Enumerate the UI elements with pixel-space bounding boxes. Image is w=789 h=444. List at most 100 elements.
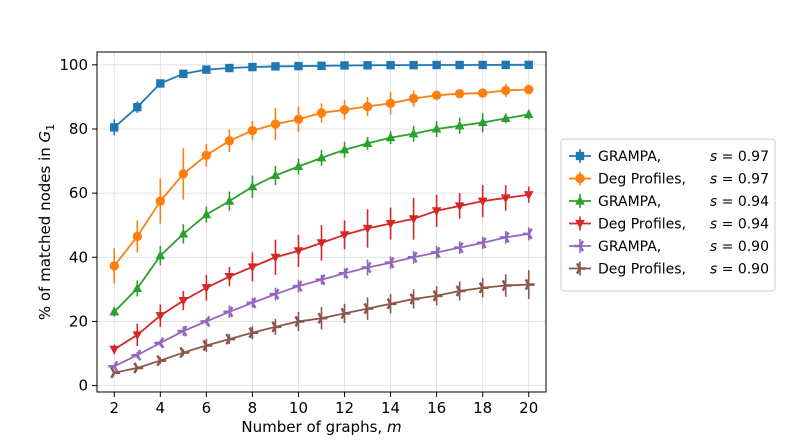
- data-point: [224, 195, 235, 205]
- legend-entry-1: Deg Profiles, s = 0.97: [569, 171, 769, 188]
- data-point: [109, 306, 120, 316]
- x-tick-label: 2: [109, 399, 119, 417]
- data-point: [246, 297, 257, 309]
- legend-entry-5: Deg Profiles, s = 0.90: [569, 261, 769, 278]
- data-point: [386, 60, 395, 70]
- data-point: [431, 123, 442, 133]
- data-point: [454, 88, 465, 99]
- data-point: [271, 62, 280, 71]
- data-point: [293, 161, 304, 171]
- data-point: [133, 102, 142, 112]
- data-point: [200, 315, 211, 328]
- data-point: [292, 280, 303, 292]
- data-point: [339, 144, 350, 154]
- data-point: [317, 61, 326, 70]
- data-point: [501, 279, 512, 292]
- data-point: [247, 181, 258, 191]
- series-4: [108, 227, 533, 373]
- data-point: [133, 362, 144, 374]
- data-point: [201, 150, 212, 160]
- legend-entry-2: GRAMPA, s = 0.94: [569, 194, 769, 210]
- data-point: [179, 69, 188, 79]
- data-point: [476, 237, 487, 249]
- data-point: [178, 228, 189, 238]
- data-point: [225, 333, 236, 345]
- y-tick-label: 80: [69, 120, 88, 138]
- data-point: [501, 60, 510, 70]
- data-point: [317, 312, 328, 324]
- legend-s-value: s = 0.90: [710, 262, 769, 278]
- x-tick-label: 16: [427, 399, 446, 417]
- data-point: [155, 250, 166, 260]
- x-tick-label: 20: [519, 399, 538, 417]
- data-point: [524, 84, 534, 95]
- data-point: [156, 354, 167, 367]
- data-point: [155, 312, 166, 321]
- data-point: [431, 207, 442, 217]
- legend-label: Deg Profiles,: [598, 262, 686, 278]
- data-point: [384, 256, 395, 269]
- legend-marker: [575, 151, 585, 161]
- data-point: [339, 231, 350, 241]
- legend-marker: [575, 195, 585, 205]
- legend-s-value: s = 0.90: [710, 239, 769, 255]
- data-point: [225, 63, 234, 73]
- data-point: [432, 290, 443, 302]
- data-point: [294, 315, 305, 328]
- y-axis-label: % of matched nodes in G1: [36, 124, 57, 320]
- ticks: 2 4 6 8 10 12 14 16 18 20 0 20 40 60 80 100: [59, 56, 538, 417]
- legend-label: Deg Profiles,: [598, 217, 686, 233]
- data-point: [247, 263, 258, 273]
- data-point: [500, 113, 511, 122]
- data-point: [385, 220, 396, 229]
- data-point: [110, 123, 119, 132]
- data-point: [202, 339, 213, 352]
- data-point: [177, 325, 188, 337]
- legend-s-value: s = 0.97: [710, 172, 769, 188]
- data-point: [270, 119, 281, 129]
- legend-label: GRAMPA,: [598, 149, 661, 165]
- data-point: [132, 331, 143, 341]
- data-point: [455, 60, 464, 70]
- legend-entry-4: GRAMPA, s = 0.90: [569, 239, 769, 255]
- data-point: [453, 241, 464, 254]
- data-point: [361, 261, 372, 274]
- data-point: [108, 360, 119, 373]
- legend-s-value: s = 0.94: [710, 194, 769, 210]
- data-point: [202, 65, 211, 74]
- data-point: [294, 61, 303, 71]
- legend-marker: [575, 173, 585, 184]
- y-tick-label: 20: [69, 312, 88, 330]
- data-point: [248, 326, 259, 339]
- data-point: [362, 138, 373, 147]
- legend-marker: [575, 219, 585, 229]
- plot-frame: [96, 51, 547, 393]
- y-tick-label: 0: [78, 377, 88, 395]
- data-point: [477, 117, 488, 127]
- series-0: [110, 60, 533, 136]
- x-tick-label: 4: [156, 399, 166, 417]
- data-point: [132, 283, 143, 292]
- data-point: [201, 209, 212, 219]
- data-point: [224, 272, 235, 282]
- x-tick-label: 8: [248, 399, 258, 417]
- data-point: [109, 345, 120, 355]
- data-point: [248, 62, 257, 72]
- x-tick-label: 14: [381, 399, 400, 417]
- legend-entry-0: GRAMPA, s = 0.97: [569, 149, 769, 165]
- data-point: [270, 253, 281, 263]
- data-point: [501, 85, 511, 96]
- legend-marker: [575, 262, 586, 275]
- data-point: [524, 60, 533, 70]
- y-tick-label: 100: [59, 56, 88, 74]
- data-point: [386, 298, 397, 310]
- data-point: [179, 346, 190, 359]
- data-point: [363, 302, 374, 315]
- data-point: [477, 197, 488, 207]
- data-point: [269, 288, 280, 300]
- x-tick-label: 6: [202, 399, 212, 417]
- data-point: [524, 278, 535, 291]
- data-point: [431, 90, 442, 101]
